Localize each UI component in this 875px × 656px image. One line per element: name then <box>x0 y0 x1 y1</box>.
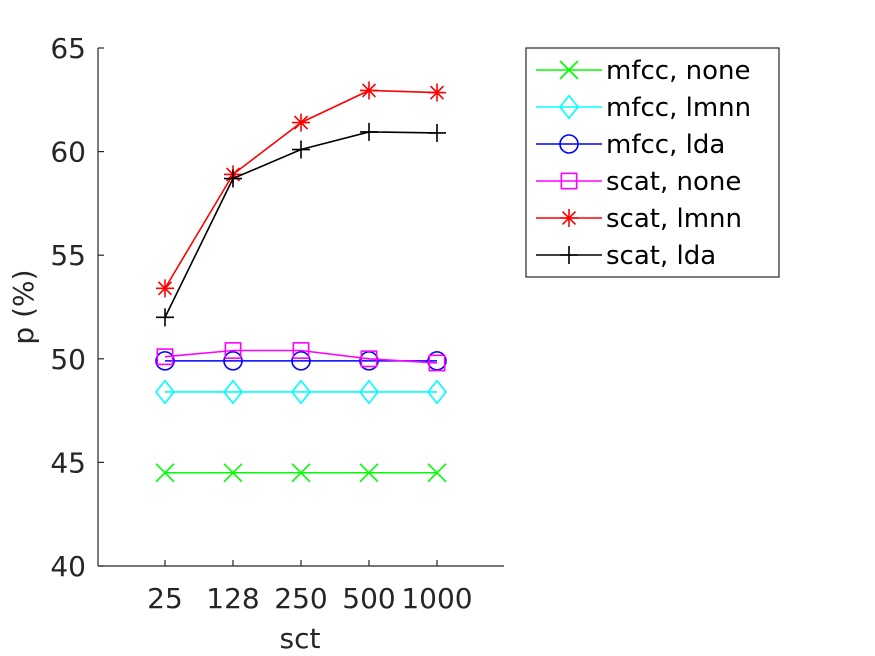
marker-asterisk <box>360 81 378 100</box>
marker-square <box>428 354 446 372</box>
marker-plus <box>360 122 378 141</box>
marker-diamond <box>358 379 380 405</box>
legend-label: mfcc, lmnn <box>606 93 751 123</box>
marker-plus <box>428 123 446 142</box>
series-mfcc-lmnn <box>154 379 448 405</box>
marker-square <box>292 342 310 359</box>
y-tick-label: 45 <box>50 446 86 479</box>
marker-diamond <box>154 379 176 405</box>
legend-label: scat, lda <box>606 241 716 271</box>
x-tick-label: 250 <box>274 582 327 615</box>
series-scat-none <box>156 342 446 372</box>
legend-item: scat, lmnn <box>536 204 742 234</box>
marker-square <box>560 172 578 190</box>
marker-diamond <box>426 379 448 405</box>
series-line <box>164 131 438 318</box>
legend-label: scat, lmnn <box>606 204 742 234</box>
marker-x <box>359 463 379 483</box>
y-tick-label: 55 <box>50 239 86 272</box>
marker-diamond <box>290 379 312 405</box>
x-tick-label: 1000 <box>401 582 472 615</box>
marker-x <box>427 463 447 483</box>
legend-item: mfcc, none <box>536 56 750 86</box>
legend-box <box>525 47 780 278</box>
legend-label: mfcc, lda <box>606 130 725 160</box>
x-tick-label: 25 <box>147 582 183 615</box>
legend-item: scat, none <box>536 167 741 197</box>
marker-x <box>155 463 175 483</box>
marker-circle <box>291 351 311 371</box>
x-tick-label: 500 <box>342 582 395 615</box>
marker-plus <box>292 140 310 159</box>
legend-item: scat, lda <box>536 241 716 271</box>
marker-square <box>156 348 174 366</box>
legend: mfcc, none mfcc, lmnn mfcc, lda scat, none s… <box>525 47 780 278</box>
y-tick-label: 40 <box>50 550 86 583</box>
axes: 40 45 50 55 60 65 25 128 250 500 1000 <box>50 32 504 615</box>
legend-item: mfcc, lmnn <box>536 93 751 123</box>
series-line <box>164 349 438 364</box>
marker-plus <box>224 169 242 188</box>
marker-plus <box>156 308 174 327</box>
legend-label: scat, none <box>606 167 741 197</box>
series-layer <box>154 81 448 483</box>
marker-diamond <box>558 94 580 120</box>
marker-square <box>360 350 378 368</box>
y-axis-label: p (%) <box>7 269 40 344</box>
marker-asterisk <box>560 209 578 227</box>
marker-asterisk <box>428 83 446 102</box>
marker-circle <box>559 134 579 154</box>
marker-diamond <box>222 379 244 405</box>
y-tick-label: 60 <box>50 136 86 169</box>
marker-asterisk <box>156 279 174 298</box>
y-tick-label: 65 <box>50 32 86 65</box>
marker-asterisk <box>292 113 310 132</box>
marker-x <box>223 463 243 483</box>
marker-circle <box>155 351 175 371</box>
y-tick-label: 50 <box>50 343 86 376</box>
series-scat-lmnn <box>156 81 446 298</box>
legend-item: mfcc, lda <box>536 130 725 160</box>
series-mfcc-none <box>155 463 447 483</box>
series-scat-lda <box>156 122 446 327</box>
marker-circle <box>223 351 243 371</box>
marker-square <box>224 342 242 359</box>
x-axis-label: sct <box>280 622 321 655</box>
legend-label: mfcc, none <box>606 56 750 86</box>
marker-x <box>559 60 579 80</box>
marker-x <box>291 463 311 483</box>
marker-plus <box>560 246 578 264</box>
x-tick-label: 128 <box>206 582 259 615</box>
